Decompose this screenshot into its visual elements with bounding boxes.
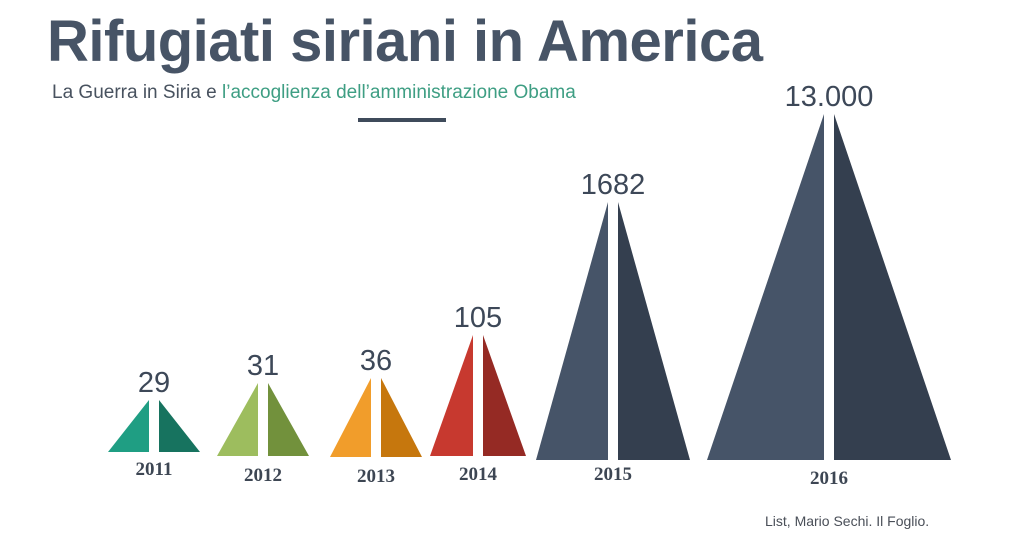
chart-subtitle: La Guerra in Siria e l’accoglienza dell’… [52, 82, 576, 104]
triangle-bar-2015: 1682 2015 [536, 169, 690, 485]
triangle-right-2012 [268, 383, 309, 456]
triangle-bar-2012: 31 2012 [217, 350, 309, 486]
value-label-2012: 31 [247, 350, 279, 382]
year-label-2012: 2012 [244, 465, 282, 486]
value-label-2015: 1682 [581, 169, 646, 201]
triangle-right-2015 [618, 202, 690, 460]
triangle-left-2012 [217, 383, 258, 456]
triangle-bar-2016: 13.000 2016 [707, 81, 951, 489]
subtitle-part2: l’accoglienza dell’amministrazione Obama [222, 82, 576, 103]
chart-title: Rifugiati siriani in America [47, 9, 763, 74]
year-label-2014: 2014 [459, 464, 498, 485]
title-divider [358, 118, 446, 122]
year-label-2016: 2016 [810, 468, 848, 489]
triangle-right-2016 [834, 114, 951, 460]
triangle-left-2013 [330, 378, 371, 457]
triangle-left-2011 [108, 400, 149, 452]
triangle-bar-2011: 29 2011 [108, 367, 200, 480]
value-label-2011: 29 [138, 367, 170, 399]
source-credit: List, Mario Sechi. Il Foglio. [765, 513, 930, 529]
triangle-bar-2013: 36 2013 [330, 345, 422, 487]
year-label-2011: 2011 [136, 459, 173, 480]
year-label-2015: 2015 [594, 464, 632, 485]
value-label-2013: 36 [360, 345, 392, 377]
triangle-left-2016 [707, 114, 824, 460]
value-label-2016: 13.000 [785, 81, 874, 113]
triangle-right-2013 [381, 378, 422, 457]
subtitle-part1: La Guerra in Siria e [52, 82, 223, 103]
triangle-right-2014 [483, 335, 526, 456]
value-label-2014: 105 [454, 302, 502, 334]
triangle-left-2015 [536, 202, 608, 460]
triangle-left-2014 [430, 335, 473, 456]
triangle-right-2011 [159, 400, 200, 452]
year-label-2013: 2013 [357, 466, 395, 487]
triangle-bar-2014: 105 2014 [430, 302, 526, 485]
